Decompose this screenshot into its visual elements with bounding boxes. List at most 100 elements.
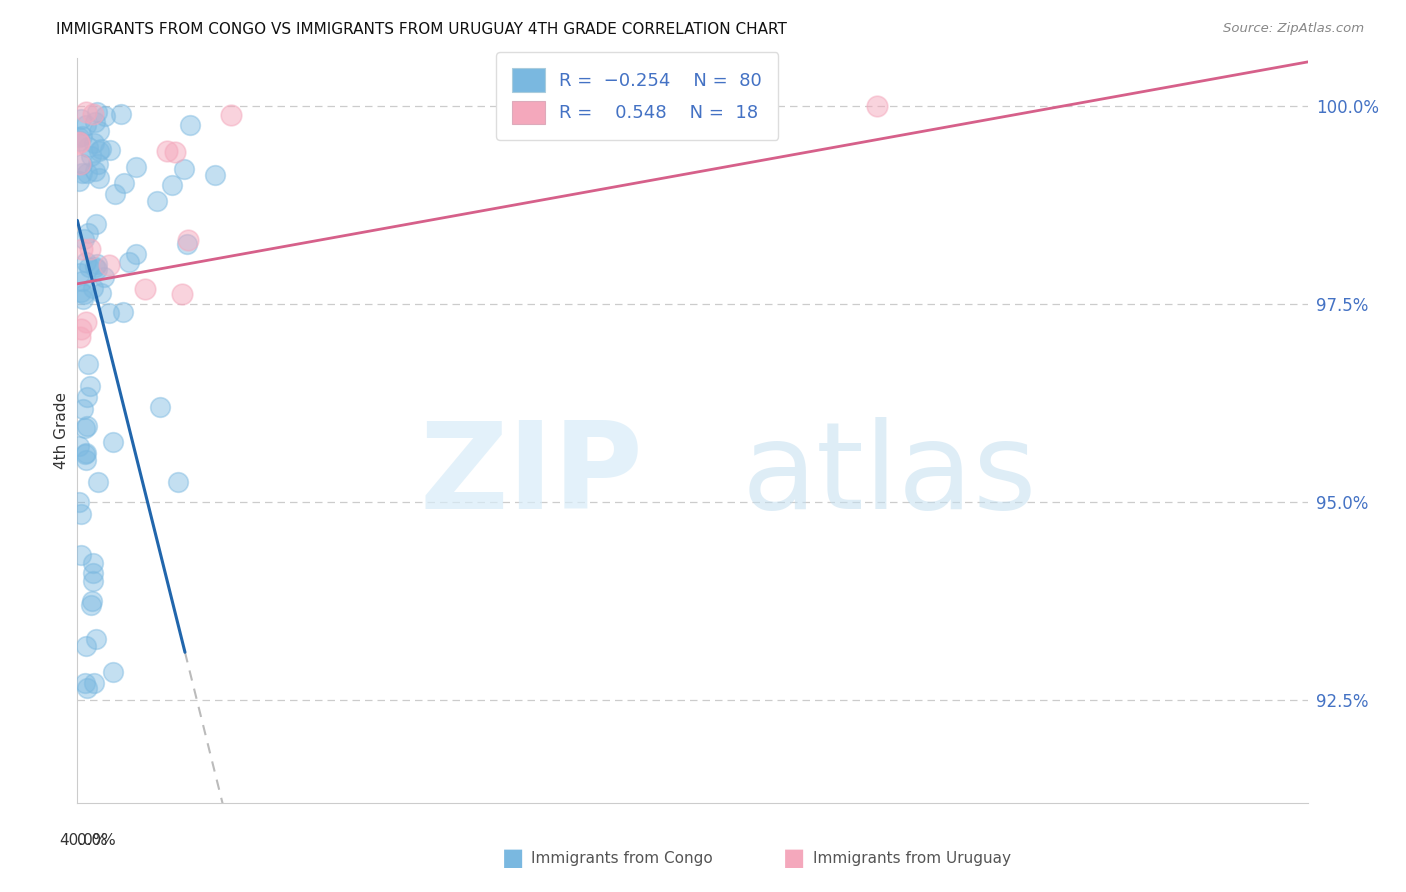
Point [67,130,90,145]
Point [70,274,93,288]
Point [75,104,97,119]
Point [75,118,97,132]
Point [86,262,108,277]
Point [73,232,96,246]
Point [173,161,195,176]
Point [72,402,94,417]
Point [156,145,179,159]
Point [76,226,98,240]
Point [72,157,94,171]
Point [104,186,127,201]
Point [84,114,107,128]
Point [67,494,90,508]
Point [112,305,135,319]
Point [67,136,90,150]
Point [67,439,90,453]
Point [82,106,104,120]
Text: ■: ■ [783,847,806,870]
Point [93,270,115,285]
Point [73,676,96,690]
Point [82,566,104,581]
Text: 0.0%: 0.0% [77,832,117,847]
Point [86,105,108,120]
Point [118,255,141,269]
Text: ■: ■ [502,847,524,870]
Point [75,453,97,467]
Point [70,285,93,299]
Point [80,598,103,612]
Point [69,322,91,336]
Point [73,287,96,301]
Point [90,142,112,156]
Point [75,447,97,461]
Point [72,292,94,306]
Point [76,681,98,695]
Point [67,134,90,148]
Point [70,166,93,180]
Point [162,178,184,192]
Point [75,254,97,268]
Point [70,128,93,143]
Text: 40.0%: 40.0% [59,832,108,847]
Point [70,507,93,521]
Point [69,157,91,171]
Point [177,234,200,248]
Point [77,260,100,275]
Point [84,260,107,275]
Point [70,112,93,127]
Point [87,475,110,489]
Y-axis label: 4th Grade: 4th Grade [53,392,69,469]
Point [70,549,93,563]
Point [82,574,104,589]
Text: Immigrants from Uruguay: Immigrants from Uruguay [813,851,1011,865]
Point [83,136,105,151]
Point [204,169,226,183]
Point [70,242,93,256]
Point [866,98,889,112]
Point [76,418,98,433]
Point [69,266,91,280]
Text: ZIP: ZIP [419,417,644,533]
Point [76,390,98,404]
Text: IMMIGRANTS FROM CONGO VS IMMIGRANTS FROM URUGUAY 4TH GRADE CORRELATION CHART: IMMIGRANTS FROM CONGO VS IMMIGRANTS FROM… [56,22,787,37]
Point [179,118,201,132]
Point [98,258,121,272]
Point [67,174,90,188]
Point [176,237,198,252]
Point [89,171,111,186]
Point [98,306,121,320]
Point [101,665,124,679]
Point [89,285,111,300]
Point [83,675,105,690]
Point [125,160,148,174]
Point [73,421,96,435]
Point [87,124,110,138]
Point [75,639,97,653]
Point [125,247,148,261]
Point [75,446,97,460]
Text: Immigrants from Congo: Immigrants from Congo [531,851,713,865]
Text: Source: ZipAtlas.com: Source: ZipAtlas.com [1223,22,1364,36]
Point [82,281,104,295]
Point [84,632,107,647]
Point [67,135,90,149]
Point [146,194,169,209]
Point [79,379,101,393]
Point [110,107,132,121]
Point [219,108,242,122]
Point [80,594,103,608]
Point [82,556,104,570]
Point [87,144,110,158]
Point [170,287,193,301]
Point [76,166,98,180]
Point [83,164,105,178]
Point [163,145,186,159]
Point [86,257,108,271]
Point [103,434,125,449]
Point [94,109,117,123]
Point [75,315,97,329]
Point [76,140,98,154]
Point [80,149,103,163]
Point [166,475,188,489]
Legend: R =  −0.254    N =  80, R =    0.548    N =  18: R = −0.254 N = 80, R = 0.548 N = 18 [496,52,778,140]
